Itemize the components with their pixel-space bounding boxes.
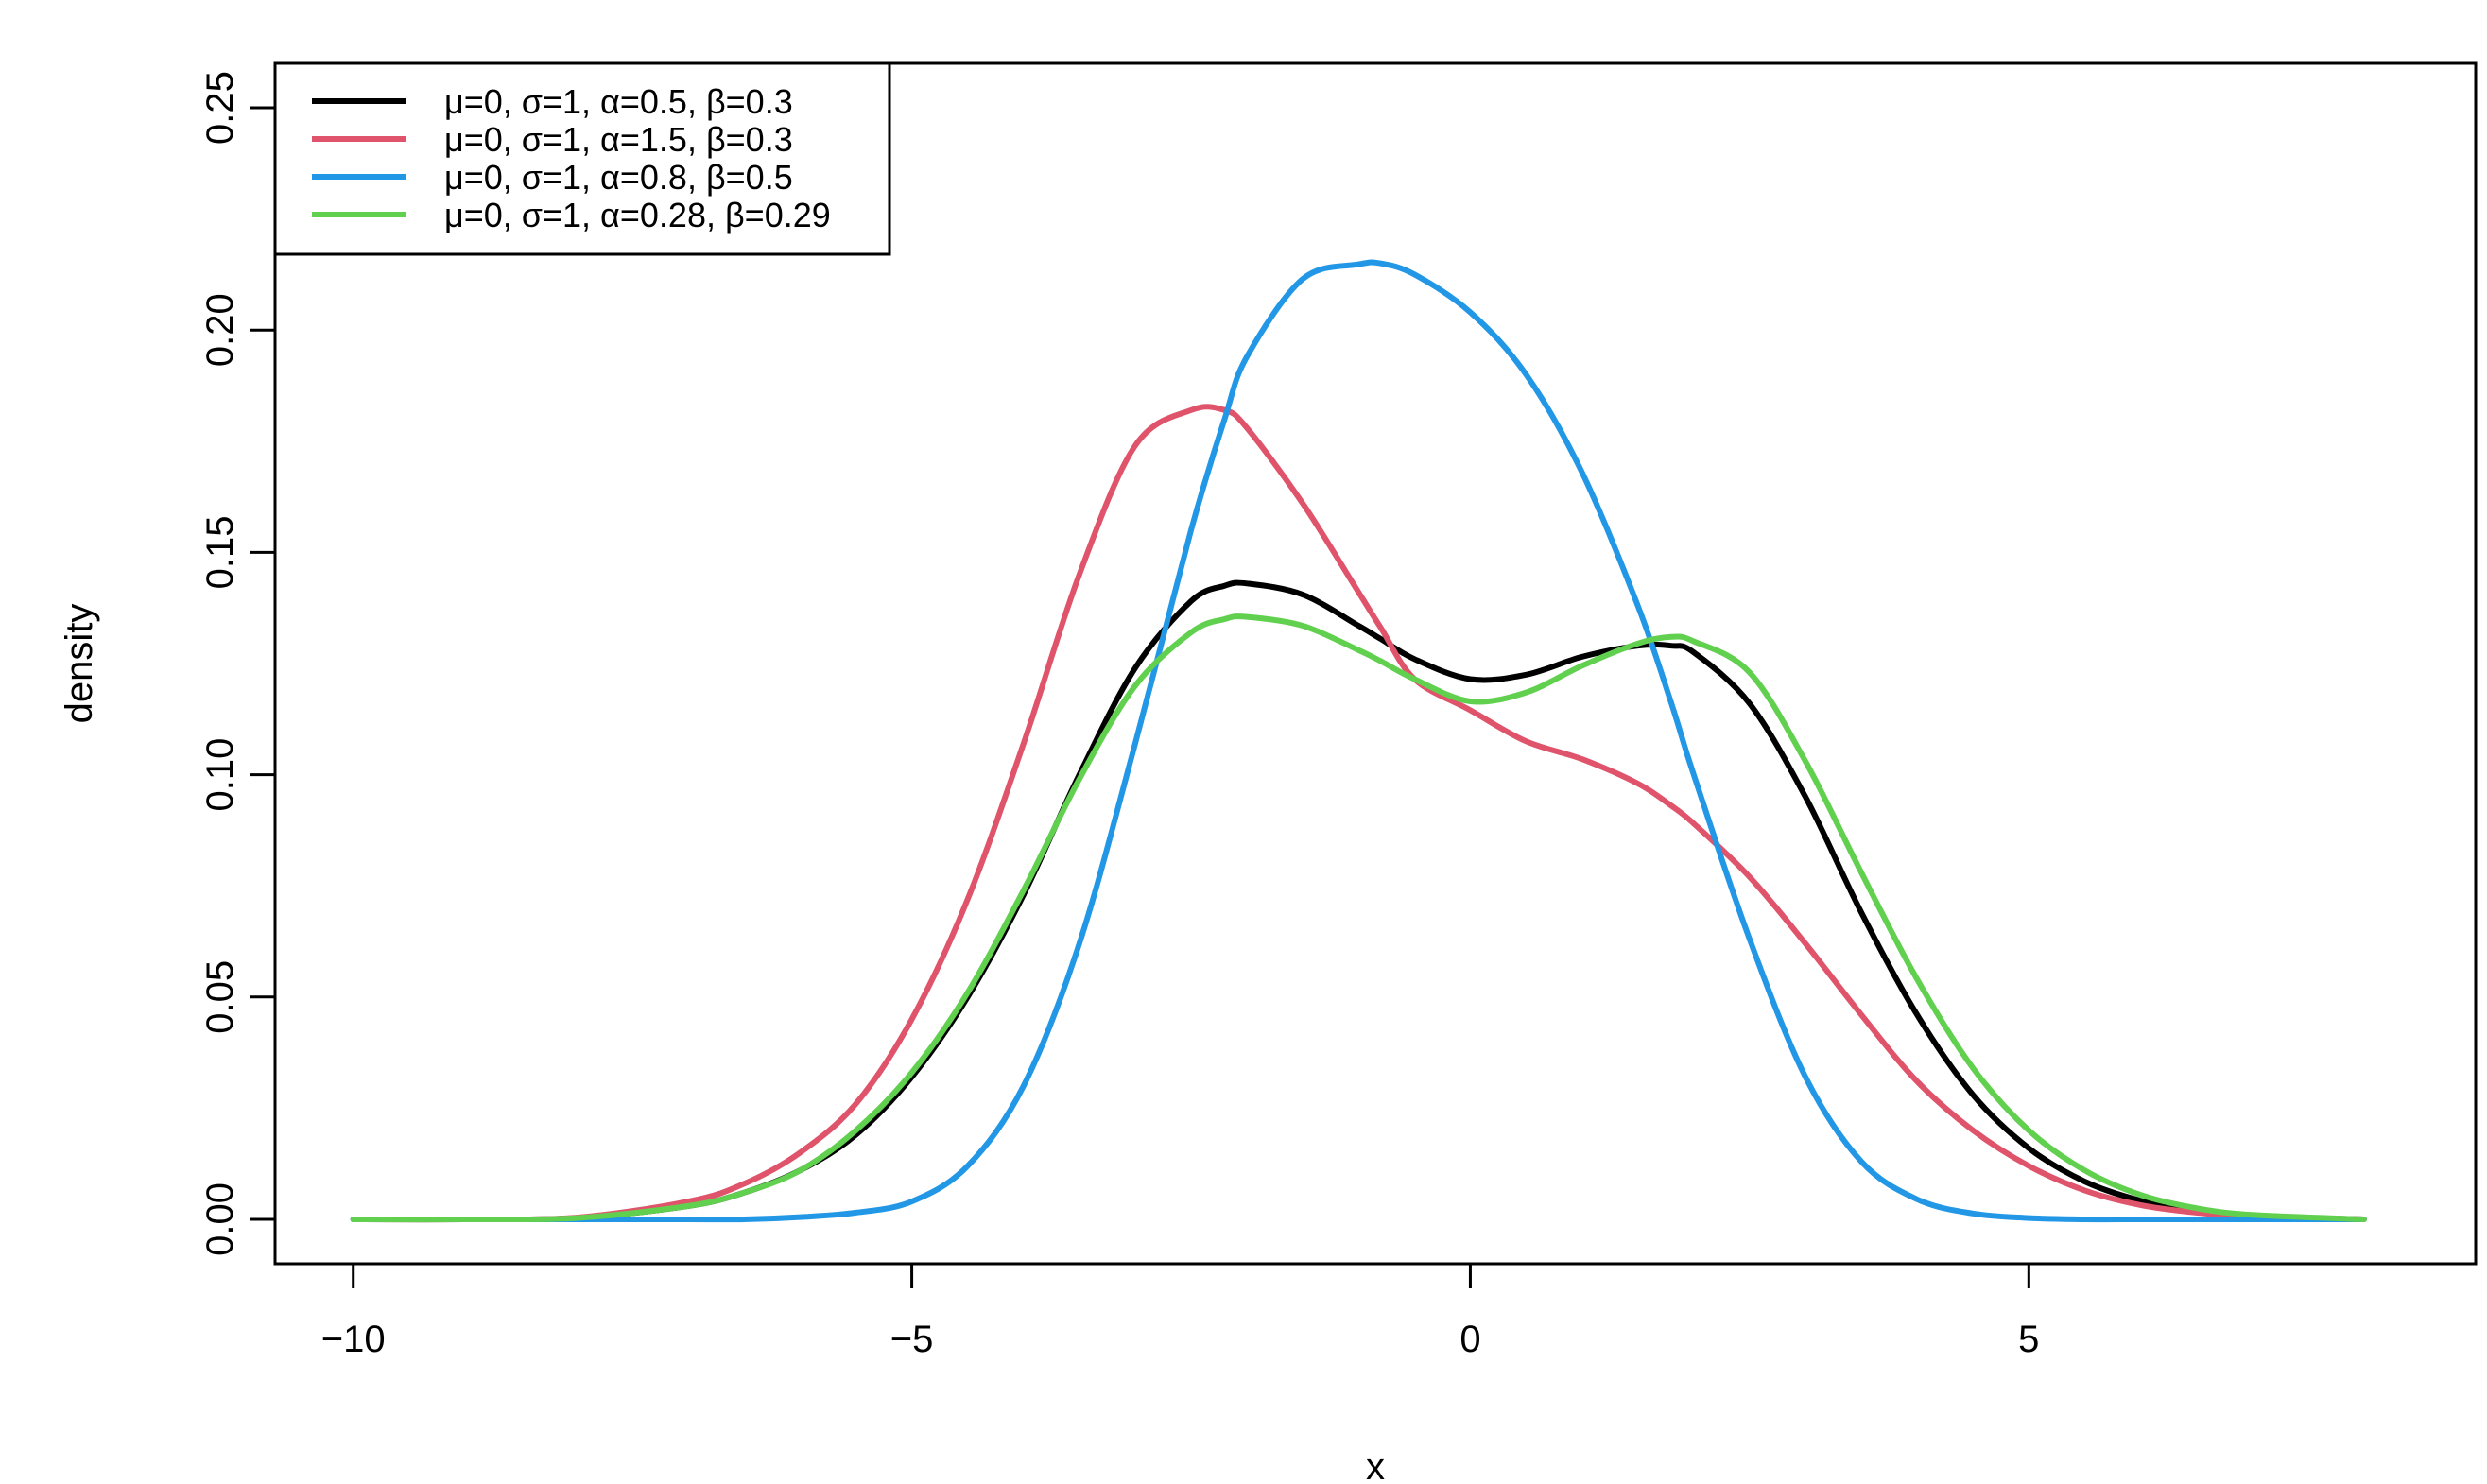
x-axis: −10 −5 0 5 — [321, 1262, 2039, 1360]
series-lines — [350, 259, 2367, 1223]
legend-label-3: μ=0, σ=1, α=0.8, β=0.5 — [444, 158, 793, 197]
y-axis: 0.00 0.05 0.10 0.15 0.20 0.25 — [199, 71, 277, 1256]
y-tick-label: 0.15 — [199, 515, 241, 589]
x-tick-label: −5 — [890, 1319, 934, 1360]
y-tick-label: 0.20 — [199, 293, 241, 367]
series-line-1 — [350, 579, 2367, 1223]
x-tick-label: 0 — [1459, 1319, 1480, 1360]
legend-label-2: μ=0, σ=1, α=1.5, β=0.3 — [444, 120, 793, 159]
legend-label-1: μ=0, σ=1, α=0.5, β=0.3 — [444, 82, 793, 121]
legend-items: μ=0, σ=1, α=0.5, β=0.3μ=0, σ=1, α=1.5, β… — [312, 82, 831, 234]
legend-box — [273, 61, 891, 256]
series-line-3 — [350, 259, 2367, 1223]
x-tick-label: −10 — [321, 1319, 386, 1360]
x-axis-label: x — [1366, 1446, 1385, 1484]
y-axis-label: density — [59, 604, 100, 724]
series-line-4 — [350, 613, 2367, 1223]
legend: μ=0, σ=1, α=0.5, β=0.3μ=0, σ=1, α=1.5, β… — [273, 61, 891, 256]
legend-label-4: μ=0, σ=1, α=0.28, β=0.29 — [444, 196, 831, 234]
y-tick-label: 0.25 — [199, 71, 241, 145]
y-tick-label: 0.05 — [199, 960, 241, 1034]
y-tick-label: 0.00 — [199, 1182, 241, 1256]
y-tick-label: 0.10 — [199, 738, 241, 812]
series-line-2 — [350, 404, 2367, 1223]
x-tick-label: 5 — [2018, 1319, 2039, 1360]
